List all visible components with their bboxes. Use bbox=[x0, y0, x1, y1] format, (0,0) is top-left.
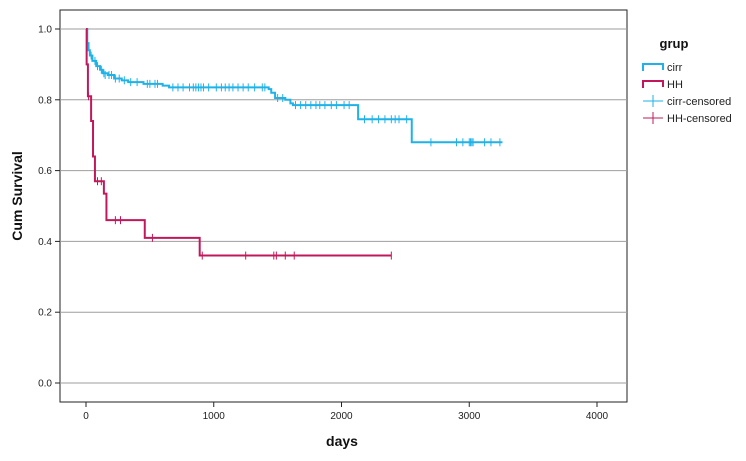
legend-label: cirr-censored bbox=[667, 96, 731, 108]
x-tick-label: 3000 bbox=[458, 411, 481, 422]
legend: grup cirr HH cirr-censored HH-censored bbox=[642, 36, 732, 125]
legend-item: HH-censored bbox=[643, 112, 732, 125]
legend-swatch bbox=[642, 80, 664, 88]
x-tick-label: 2000 bbox=[330, 411, 353, 422]
legend-item: cirr bbox=[642, 62, 683, 74]
x-tick-label: 1000 bbox=[203, 411, 226, 422]
series-group bbox=[85, 28, 503, 260]
x-axis-ticks: 0 1000 2000 3000 4000 bbox=[83, 402, 609, 422]
legend-item: HH bbox=[642, 79, 683, 91]
plot-area bbox=[59, 9, 628, 403]
legend-swatch bbox=[642, 63, 664, 71]
legend-label: HH bbox=[667, 79, 683, 91]
y-tick-label: 0.2 bbox=[38, 308, 52, 319]
series-line-HH bbox=[85, 28, 392, 257]
y-tick-label: 0.0 bbox=[38, 379, 52, 390]
x-tick-label: 4000 bbox=[586, 411, 609, 422]
grid-lines bbox=[60, 28, 627, 384]
legend-items: cirr HH cirr-censored HH-censored bbox=[642, 62, 732, 125]
y-tick-label: 1.0 bbox=[38, 25, 52, 36]
y-tick-label: 0.6 bbox=[38, 166, 52, 177]
y-tick-label: 0.4 bbox=[38, 237, 52, 248]
series-line-cirr bbox=[86, 28, 503, 144]
legend-item: cirr-censored bbox=[643, 95, 731, 108]
legend-label: cirr bbox=[667, 62, 683, 74]
y-axis-ticks: 0.0 0.2 0.4 0.6 0.8 1.0 bbox=[38, 25, 60, 390]
legend-label: HH-censored bbox=[667, 113, 732, 125]
legend-title: grup bbox=[660, 36, 689, 51]
x-axis-label: days bbox=[326, 433, 358, 449]
x-tick-label: 0 bbox=[83, 411, 89, 422]
y-tick-label: 0.8 bbox=[38, 95, 52, 106]
y-axis-label: Cum Survival bbox=[9, 151, 25, 240]
